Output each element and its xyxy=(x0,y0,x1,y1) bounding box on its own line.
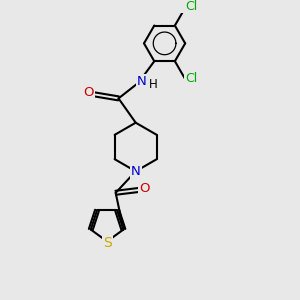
Text: Cl: Cl xyxy=(185,72,197,85)
Text: N: N xyxy=(131,165,141,178)
Text: S: S xyxy=(103,236,112,250)
Text: Cl: Cl xyxy=(185,0,197,13)
Text: H: H xyxy=(149,78,158,92)
Text: O: O xyxy=(139,182,149,195)
Text: O: O xyxy=(83,86,94,99)
Text: N: N xyxy=(137,75,147,88)
